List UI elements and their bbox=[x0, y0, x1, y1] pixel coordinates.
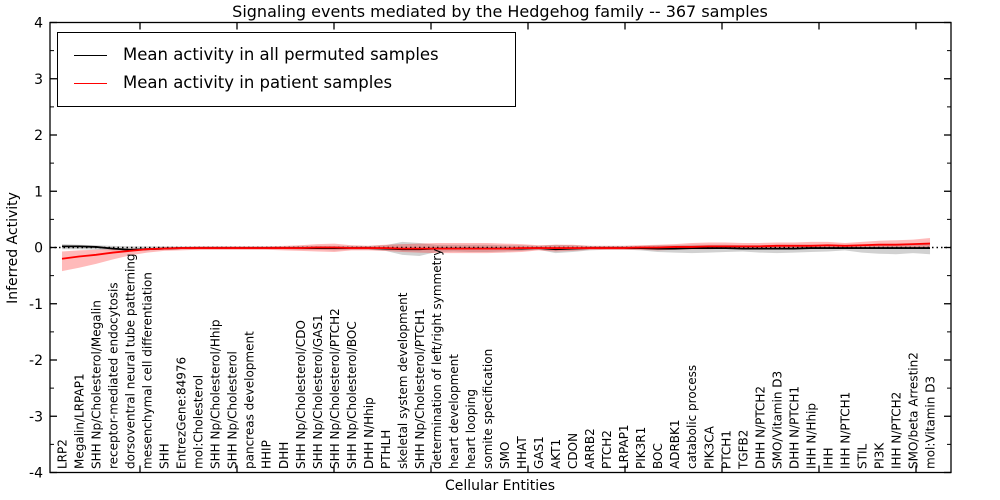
chart-title: Signaling events mediated by the Hedgeho… bbox=[232, 2, 768, 21]
x-category-label: SHH Np/Cholesterol bbox=[226, 351, 240, 469]
x-category-label: receptor-mediated endocytosis bbox=[107, 282, 121, 469]
y-tick-label: -1 bbox=[29, 297, 43, 313]
x-category-label: SHH Np/Cholesterol/BOC bbox=[345, 321, 359, 469]
x-category-label: SHH Np/Cholesterol/Megalin bbox=[90, 300, 104, 469]
legend-item-permuted: Mean activity in all permuted samples bbox=[70, 41, 505, 69]
x-category-label: SHH Np/Cholesterol/GAS1 bbox=[311, 314, 325, 469]
y-tick-label: 4 bbox=[34, 16, 43, 32]
x-category-label: SMO bbox=[498, 442, 512, 469]
x-category-label: IHH N/Hhip bbox=[804, 403, 818, 469]
x-category-label: determination of left/right symmetry bbox=[430, 249, 444, 469]
legend: Mean activity in all permuted samples Me… bbox=[57, 32, 516, 107]
x-category-label: ARRB2 bbox=[583, 428, 597, 469]
x-category-label: Megalin/LRPAP1 bbox=[73, 373, 87, 469]
x-category-label: LRP2 bbox=[56, 439, 70, 469]
x-category-label: PI3K bbox=[872, 442, 886, 469]
legend-line-permuted-icon bbox=[74, 54, 107, 56]
x-category-label: pancreas development bbox=[243, 331, 257, 469]
x-category-label: BOC bbox=[651, 443, 665, 469]
y-tick-label: -3 bbox=[29, 409, 43, 425]
x-category-label: IHH N/PTCH1 bbox=[838, 392, 852, 469]
mean-line-patient bbox=[61, 242, 931, 260]
x-category-label: CDON bbox=[566, 433, 580, 469]
y-tick-label: -4 bbox=[29, 466, 43, 482]
x-category-label: PTCH1 bbox=[719, 430, 733, 469]
x-category-label: mesenchymal cell differentiation bbox=[141, 272, 155, 469]
x-category-label: dorsoventral neural tube patterning bbox=[124, 253, 138, 469]
confidence-band-patient bbox=[62, 237, 931, 272]
y-tick-label: 3 bbox=[34, 72, 43, 88]
x-category-label: heart development bbox=[447, 354, 461, 469]
legend-label-patient: Mean activity in patient samples bbox=[123, 72, 393, 92]
x-category-label: SHH Np/Cholesterol/PTCH2 bbox=[328, 308, 342, 469]
x-category-label: heart looping bbox=[464, 389, 478, 469]
x-category-label: DHH N/Hhip bbox=[362, 397, 376, 469]
x-category-label: mol:Cholesterol bbox=[192, 375, 206, 469]
legend-line-patient-icon bbox=[74, 82, 107, 84]
x-category-label: SHH Np/Cholesterol/Hhip bbox=[209, 320, 223, 469]
x-category-label: PIK3R1 bbox=[634, 427, 648, 469]
x-category-label: mol:Vitamin D3 bbox=[924, 376, 938, 469]
x-category-label: skeletal system development bbox=[396, 292, 410, 469]
x-category-label: PIK3CA bbox=[702, 425, 716, 469]
x-category-label: STIL bbox=[855, 444, 869, 469]
x-category-label: PTCH2 bbox=[600, 430, 614, 469]
x-category-label: SMO/Vitamin D3 bbox=[770, 371, 784, 469]
x-category-label: SHH bbox=[158, 443, 172, 469]
x-category-label: PTHLH bbox=[379, 430, 393, 469]
y-tick-label: 0 bbox=[34, 241, 43, 257]
x-category-label: GAS1 bbox=[532, 436, 546, 469]
y-tick-label: 2 bbox=[34, 128, 43, 144]
x-category-label: IHH N/PTCH2 bbox=[889, 392, 903, 469]
x-category-label: LRPAP1 bbox=[617, 424, 631, 469]
x-category-label: IHH bbox=[821, 447, 835, 469]
x-category-label: SMO/beta Arrestin2 bbox=[907, 352, 921, 469]
x-category-label: EntrezGene:84976 bbox=[175, 357, 189, 469]
x-category-label: TGFB2 bbox=[736, 430, 750, 470]
legend-item-patient: Mean activity in patient samples bbox=[70, 69, 505, 97]
x-category-label: SHH Np/Cholesterol/CDO bbox=[294, 320, 308, 469]
x-category-label: SHH Np/Cholesterol/PTCH1 bbox=[413, 308, 427, 469]
x-category-label: HHAT bbox=[515, 436, 529, 469]
x-category-label: ADRBK1 bbox=[668, 419, 682, 469]
x-category-label: DHH N/PTCH2 bbox=[753, 386, 767, 469]
legend-label-permuted: Mean activity in all permuted samples bbox=[123, 44, 439, 64]
x-category-label: DHH bbox=[277, 442, 291, 469]
y-tick-label: 1 bbox=[34, 184, 43, 200]
x-axis-label: Cellular Entities bbox=[444, 478, 556, 494]
x-category-label: somite specification bbox=[481, 349, 495, 469]
x-category-label: HHIP bbox=[260, 440, 274, 469]
x-category-label: catabolic process bbox=[685, 365, 699, 469]
x-category-label: AKT1 bbox=[549, 439, 563, 469]
y-tick-label: -2 bbox=[29, 353, 43, 369]
x-category-label: DHH N/PTCH1 bbox=[787, 386, 801, 469]
